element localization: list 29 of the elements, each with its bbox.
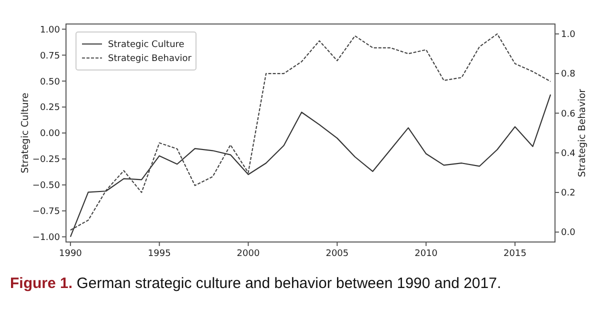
y-tick-label: 0.25 xyxy=(40,103,60,114)
y2-tick-label: 1.0 xyxy=(561,30,576,40)
legend-label: Strategic Behavior xyxy=(108,54,192,64)
y2-tick-label: 0.8 xyxy=(561,70,576,80)
x-tick-label: 2000 xyxy=(236,249,260,259)
y2-tick-label: 0.0 xyxy=(561,228,576,238)
y-axis-title: Strategic Culture xyxy=(20,92,31,174)
x-tick-label: 2015 xyxy=(504,249,526,259)
y-tick-label: 1.00 xyxy=(40,25,60,36)
y2-tick-label: 0.2 xyxy=(561,188,576,199)
caption: Figure 1. xyxy=(10,275,73,292)
y-tick-label: −0.75 xyxy=(32,207,60,218)
x-tick-label: 2010 xyxy=(414,249,438,259)
x-tick-label: 1995 xyxy=(148,249,171,259)
line-series xyxy=(70,94,552,238)
line-series xyxy=(70,33,552,231)
x-tick-label: 1990 xyxy=(58,249,82,259)
text: German strategic culture and behavior between 1990 and 2017. xyxy=(72,275,502,292)
y-tick-label: 0.50 xyxy=(40,77,60,88)
y-tick-label: −0.50 xyxy=(32,181,60,192)
legend-label: Strategic Culture xyxy=(108,40,185,50)
y2-tick-label: 0.4 xyxy=(561,148,576,159)
y-tick-label: 0.75 xyxy=(40,51,60,62)
y2-axis-title: Strategic Behavior xyxy=(577,88,588,178)
y2-tick-label: 0.6 xyxy=(561,109,576,120)
y-tick-label: 0.00 xyxy=(40,129,60,140)
y-tick-label: −1.00 xyxy=(32,232,60,243)
y-tick-label: −0.25 xyxy=(32,155,60,166)
x-tick-label: 2005 xyxy=(326,249,349,259)
